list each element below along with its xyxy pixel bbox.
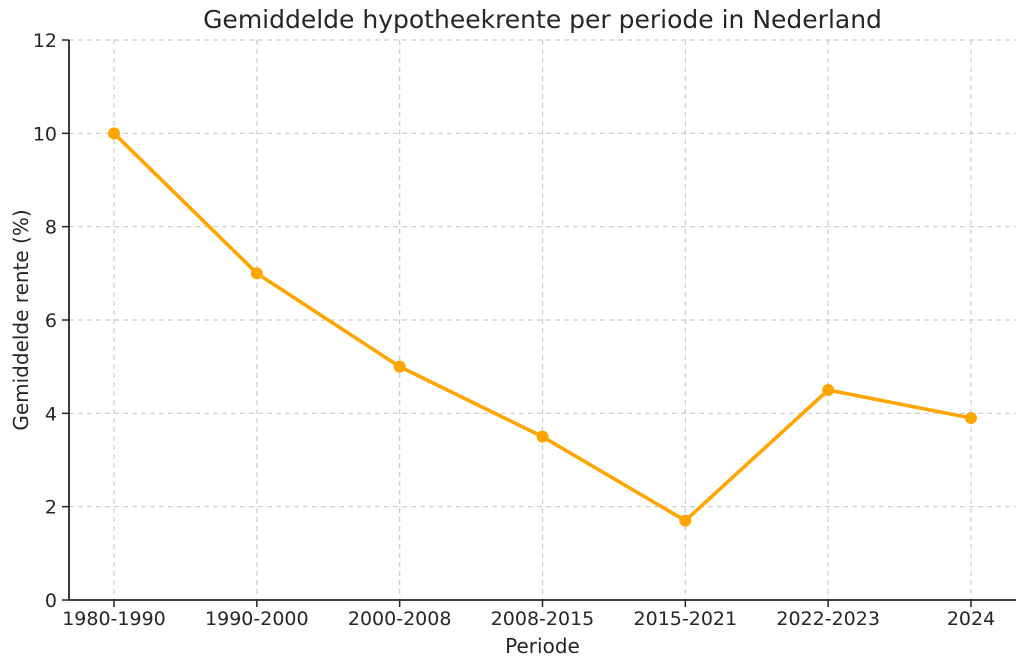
x-tick-label: 2024 xyxy=(947,608,995,630)
data-point xyxy=(108,127,120,140)
data-point xyxy=(393,360,406,373)
x-tick-label: 2022-2023 xyxy=(776,608,880,630)
y-tick-label: 4 xyxy=(45,403,57,425)
x-tick-label: 2000-2008 xyxy=(348,608,452,630)
y-tick-label: 10 xyxy=(33,123,57,145)
data-point xyxy=(250,267,263,280)
series-line xyxy=(112,131,973,523)
y-tick-label: 8 xyxy=(45,217,57,239)
x-tick-label: 1980-1990 xyxy=(62,608,166,630)
x-tick-label: 2008-2015 xyxy=(491,608,595,630)
data-point xyxy=(822,384,835,396)
chart-title: Gemiddelde hypotheekrente per periode in… xyxy=(203,5,882,34)
y-tick-label: 2 xyxy=(45,497,57,519)
x-axis-label: Periode xyxy=(505,634,580,658)
x-tick-label: 2015-2021 xyxy=(634,608,738,630)
data-point xyxy=(965,412,977,424)
data-point xyxy=(536,430,549,443)
data-point xyxy=(679,514,692,527)
y-tick-label: 12 xyxy=(33,30,57,52)
y-tick-label: 6 xyxy=(45,310,57,332)
y-tick-label: 0 xyxy=(45,590,57,612)
x-tick-label: 1990-2000 xyxy=(205,608,309,630)
